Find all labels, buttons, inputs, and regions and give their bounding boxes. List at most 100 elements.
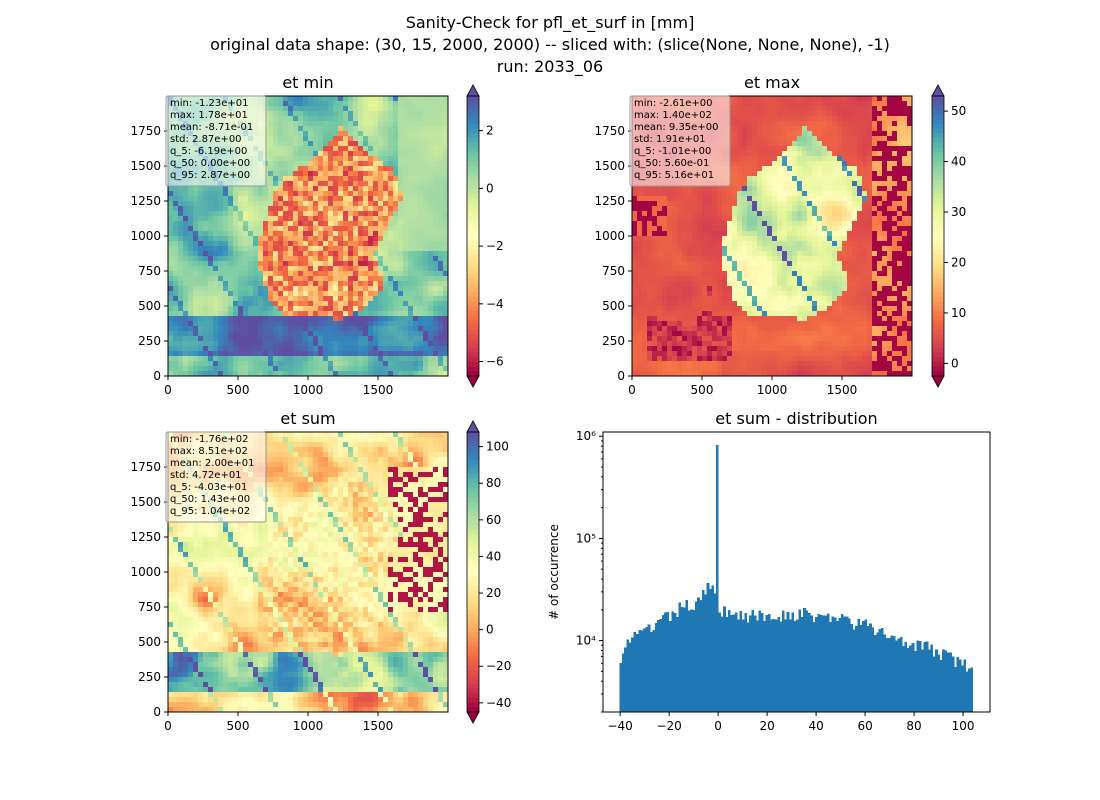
heatmap-cell (687, 236, 693, 242)
colorbar-segment (467, 231, 479, 237)
heatmap-cell (837, 171, 843, 177)
heatmap-cell (228, 331, 234, 337)
heatmap-cell (672, 246, 678, 252)
heatmap-cell (368, 241, 374, 247)
heatmap-cell (827, 131, 833, 137)
heatmap-cell (363, 191, 369, 197)
heatmap-cell (328, 111, 334, 117)
heatmap-cell (268, 121, 274, 127)
heatmap-cell (278, 196, 284, 202)
heatmap-cell (902, 196, 908, 202)
heatmap-cell (308, 261, 314, 267)
heatmap-cell (173, 286, 179, 292)
heatmap-cell (258, 236, 264, 242)
heatmap-cell (288, 271, 294, 277)
heatmap-cell (293, 291, 299, 297)
heatmap-cell (852, 196, 858, 202)
heatmap-cell (348, 181, 354, 187)
heatmap-cell (203, 256, 209, 262)
heatmap-cell (173, 266, 179, 272)
heatmap-cell (333, 351, 339, 357)
heatmap-cell (313, 301, 319, 307)
heatmap-cell (403, 121, 409, 127)
heatmap-cell (423, 226, 429, 232)
heatmap-cell (338, 321, 344, 327)
heatmap-cell (283, 296, 289, 302)
heatmap-cell (742, 191, 748, 197)
heatmap-cell (443, 351, 449, 357)
heatmap-cell (637, 186, 643, 192)
y-tick-label: 500 (138, 299, 161, 313)
heatmap-cell (378, 151, 384, 157)
heatmap-cell (423, 306, 429, 312)
heatmap-cell (308, 306, 314, 312)
heatmap-cell (712, 206, 718, 212)
heatmap-cell (398, 256, 404, 262)
heatmap-cell (228, 186, 234, 192)
heatmap-cell (233, 316, 239, 322)
heatmap-cell (767, 176, 773, 182)
heatmap-cell (677, 206, 683, 212)
heatmap-cell (812, 136, 818, 142)
heatmap-cell (737, 146, 743, 152)
heatmap-cell (183, 276, 189, 282)
heatmap-cell (782, 101, 788, 107)
heatmap-cell (213, 276, 219, 282)
heatmap-cell (243, 296, 249, 302)
heatmap-cell (887, 131, 893, 137)
heatmap-cell (363, 116, 369, 122)
heatmap-cell (378, 316, 384, 322)
heatmap-cell (817, 226, 823, 232)
heatmap-cell (433, 261, 439, 267)
heatmap-cell (213, 216, 219, 222)
heatmap-cell (213, 201, 219, 207)
heatmap-cell (408, 221, 414, 227)
heatmap-cell (767, 151, 773, 157)
heatmap-cell (268, 311, 274, 317)
heatmap-cell (303, 96, 309, 102)
heatmap-cell (328, 341, 334, 347)
heatmap-cell (223, 211, 229, 217)
heatmap-cell (817, 136, 823, 142)
heatmap-cell (433, 131, 439, 137)
heatmap-cell (687, 196, 693, 202)
heatmap-cell (228, 361, 234, 367)
heatmap-cell (413, 216, 419, 222)
heatmap-cell (877, 236, 883, 242)
heatmap-cell (348, 111, 354, 117)
heatmap-cell (807, 246, 813, 252)
heatmap-cell (413, 261, 419, 267)
heatmap-cell (383, 311, 389, 317)
heatmap-cell (832, 186, 838, 192)
heatmap-cell (842, 96, 848, 102)
heatmap-cell (747, 171, 753, 177)
heatmap-cell (308, 171, 314, 177)
heatmap-cell (857, 111, 863, 117)
heatmap-cell (268, 236, 274, 242)
heatmap-cell (777, 191, 783, 197)
heatmap-cell (892, 196, 898, 202)
heatmap-cell (308, 221, 314, 227)
heatmap-cell (867, 211, 873, 217)
heatmap-cell (303, 206, 309, 212)
heatmap-cell (817, 211, 823, 217)
heatmap-cell (647, 216, 653, 222)
heatmap-cell (822, 206, 828, 212)
heatmap-cell (328, 326, 334, 332)
heatmap-cell (338, 286, 344, 292)
heatmap-cell (782, 206, 788, 212)
heatmap-cell (802, 216, 808, 222)
heatmap-cell (253, 216, 259, 222)
heatmap-cell (168, 311, 174, 317)
heatmap-cell (732, 246, 738, 252)
heatmap-cell (313, 261, 319, 267)
heatmap-cell (378, 166, 384, 172)
heatmap-cell (438, 371, 444, 377)
heatmap-cell (742, 151, 748, 157)
heatmap-cell (438, 201, 444, 207)
heatmap-cell (173, 251, 179, 257)
heatmap-cell (852, 246, 858, 252)
heatmap-cell (193, 366, 199, 372)
heatmap-cell (288, 126, 294, 132)
heatmap-cell (208, 261, 214, 267)
